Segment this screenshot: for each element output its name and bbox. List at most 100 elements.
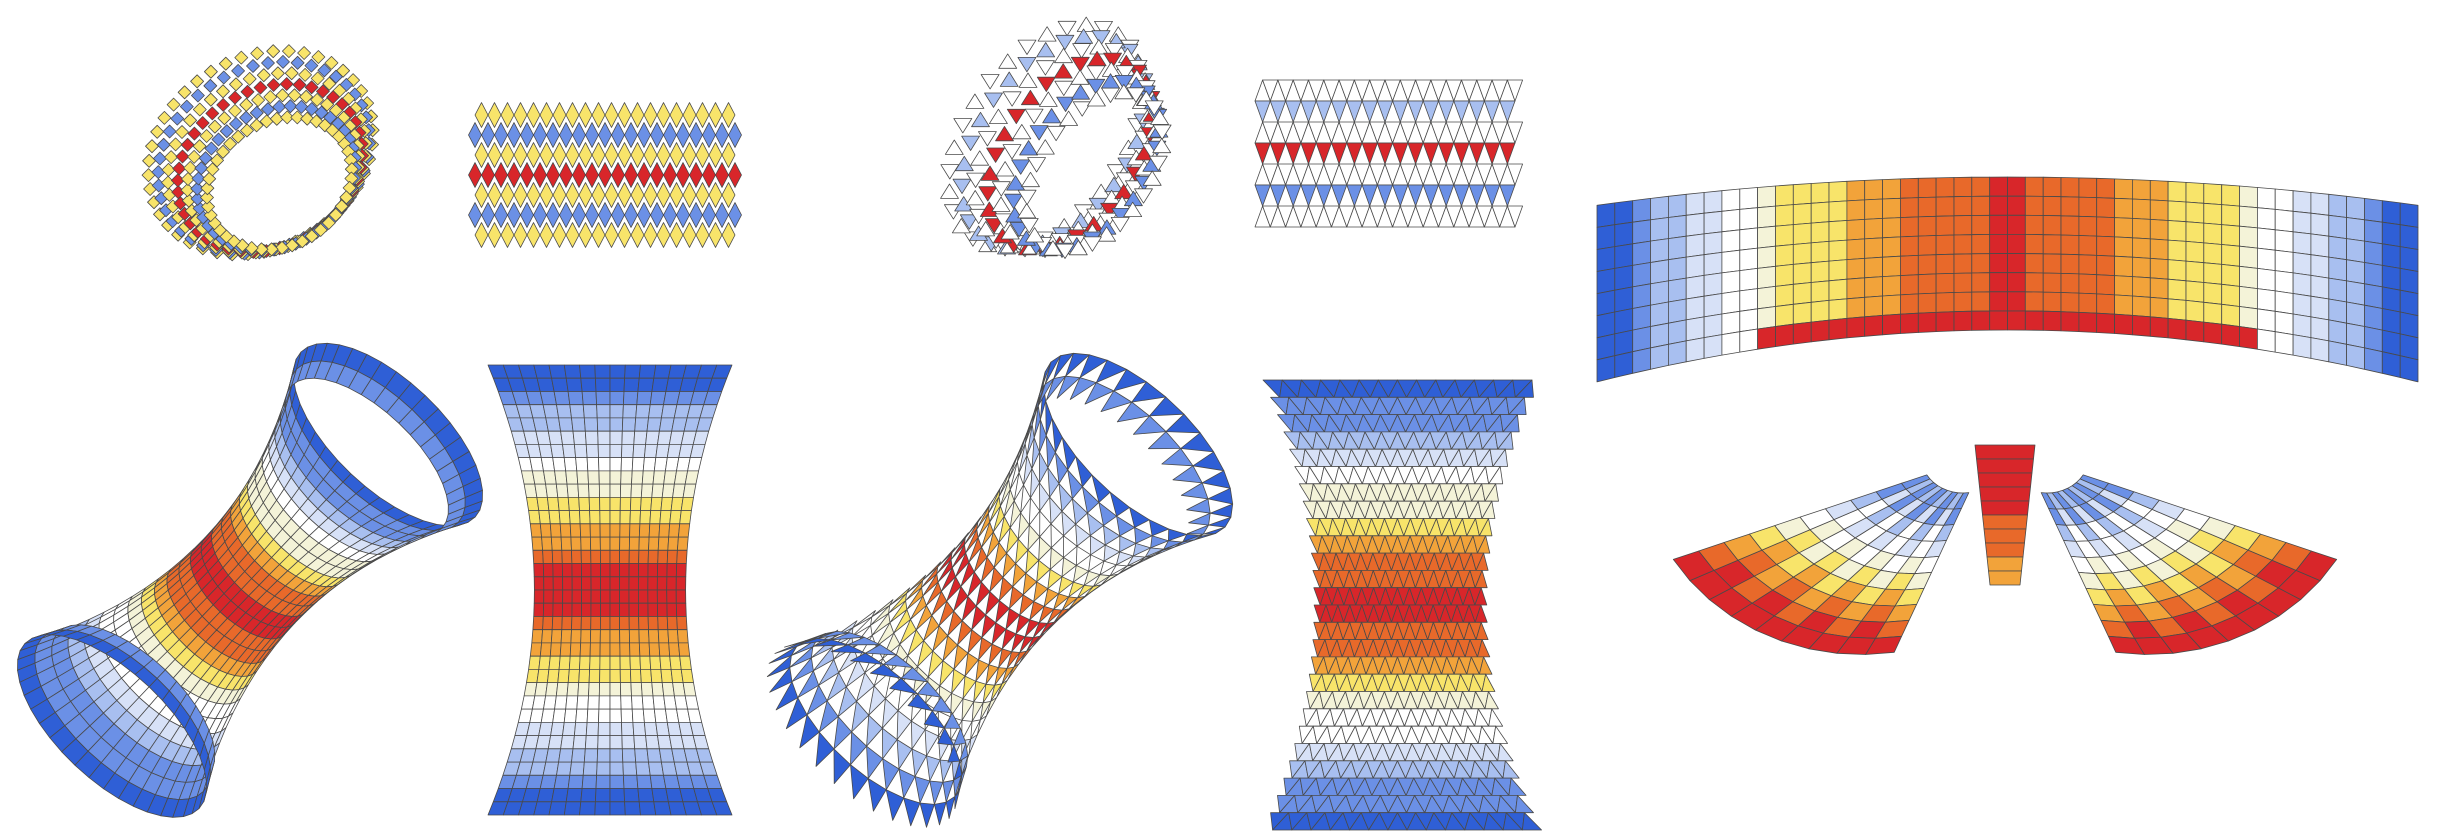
quad-tile <box>598 682 611 697</box>
quad-tile <box>631 470 644 485</box>
triangle-tile <box>1024 619 1040 638</box>
triangle-tile <box>898 768 916 799</box>
triangle-tile <box>1506 205 1524 228</box>
triangle-tile <box>1019 140 1038 156</box>
quad-tile <box>1899 197 1919 218</box>
triangle-tile <box>971 605 987 631</box>
quad-tile <box>600 576 611 591</box>
diamond-tile <box>179 99 194 114</box>
diamond-tile <box>281 44 296 58</box>
quad-tile <box>581 563 592 578</box>
quad-tile <box>2328 256 2347 282</box>
triangle-tiles-cylinder-side-svg <box>1254 79 1524 228</box>
quad-tile <box>2167 298 2187 321</box>
diamond-tile <box>656 222 671 248</box>
diamond-tile <box>192 102 207 117</box>
quad-tile <box>628 549 640 564</box>
triangle-tile <box>1019 636 1034 653</box>
diamond-tile <box>695 222 710 248</box>
quad-tile <box>575 708 589 723</box>
quad-tile <box>1989 253 2008 274</box>
quad-tile <box>651 682 665 697</box>
triangle-tile <box>1101 87 1120 103</box>
diamond-tile <box>617 102 632 128</box>
diamond-tile <box>205 106 220 121</box>
quad-tile <box>619 668 632 684</box>
quad-tile <box>579 642 591 657</box>
quad-tile <box>1882 294 1901 316</box>
diamond-tile <box>591 182 606 208</box>
quad-tile <box>2292 313 2312 339</box>
triangle-tile <box>1054 47 1073 64</box>
triangle-tile <box>1071 84 1091 100</box>
quad-tile <box>2328 235 2347 261</box>
quad-tile <box>1775 323 1794 348</box>
diamond-tile <box>539 102 554 128</box>
quad-tile <box>589 523 601 538</box>
quad-tile <box>571 549 582 564</box>
triangle-tile <box>1181 533 1204 543</box>
quad-tile <box>1979 486 2031 502</box>
quad-tile <box>676 629 689 644</box>
quad-tile <box>1792 202 1812 225</box>
quad-tile <box>637 589 649 604</box>
quad-tile <box>2239 265 2258 289</box>
triangle-tile <box>947 610 963 637</box>
triangle-tile <box>1000 224 1020 240</box>
quad-tile <box>609 457 622 472</box>
quad-tile <box>561 549 573 564</box>
triangle-tile <box>957 620 973 646</box>
quad-tile <box>684 695 700 710</box>
quad-tile <box>1864 295 1884 318</box>
quad-tile <box>2364 198 2383 223</box>
triangle-tile <box>816 630 850 639</box>
diamond-tile <box>669 222 684 248</box>
quad-tile <box>609 404 624 419</box>
triangle-tile <box>1055 243 1075 259</box>
triangle-tile <box>991 622 1007 645</box>
triangle-tile <box>769 666 793 693</box>
quad-tile <box>2310 212 2330 237</box>
triangle-tile <box>1086 208 1106 224</box>
triangle-tile <box>1022 572 1038 596</box>
triangle-tile <box>893 609 911 634</box>
quad-tile <box>566 682 580 697</box>
triangle-tile <box>870 663 902 679</box>
quad-tile <box>2096 177 2115 199</box>
quad-tile <box>609 761 624 776</box>
triangle-tile <box>951 218 971 234</box>
diamond-tile <box>311 50 326 64</box>
quad-tile <box>588 682 600 697</box>
triangle-tile <box>899 618 917 645</box>
quad-tile <box>2399 311 2419 339</box>
quad-tile <box>2257 247 2276 271</box>
quad-tile <box>2239 205 2258 229</box>
triangle-tile <box>1119 535 1137 553</box>
diamond-tile <box>204 141 219 156</box>
quad-tile <box>620 457 634 472</box>
triangle-tile <box>1044 355 1061 385</box>
triangle-tile <box>1192 451 1225 472</box>
triangle-tile <box>1039 510 1052 538</box>
triangle-tile <box>995 161 1015 177</box>
quad-tile <box>1672 550 1715 582</box>
quad-tile <box>532 549 544 564</box>
triangle-tile <box>953 118 973 134</box>
triangle-tile <box>1116 515 1136 537</box>
quad-tile <box>2114 255 2133 277</box>
quad-tile <box>638 616 649 631</box>
triangle-tile <box>1142 170 1162 186</box>
diamond-tile <box>507 202 521 228</box>
quad-tile <box>628 536 640 551</box>
triangle-tile <box>986 531 1000 558</box>
quad-tile <box>587 470 600 485</box>
diamond-tile <box>507 162 521 188</box>
quad-tile <box>2096 255 2115 276</box>
diamond-tile <box>494 122 508 148</box>
triangle-tile <box>1047 467 1060 498</box>
diamond-tile <box>630 142 645 168</box>
quad-tile <box>1721 188 1741 212</box>
triangle-tile <box>1492 725 1509 744</box>
quad-tile <box>2381 351 2401 378</box>
triangle-tile <box>1089 535 1106 556</box>
